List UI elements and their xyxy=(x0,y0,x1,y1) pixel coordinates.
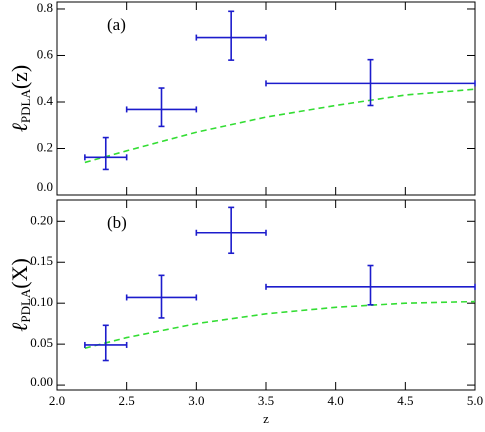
x-tick-label: 5.0 xyxy=(467,393,483,408)
y-label-symbol: ℓ xyxy=(7,322,32,332)
y-tick-label: 0.05 xyxy=(30,335,53,350)
data-point xyxy=(195,10,267,61)
y-tick-label: 0.15 xyxy=(30,253,53,268)
x-tick-label: 4.5 xyxy=(397,393,413,408)
data-point xyxy=(125,87,198,128)
y-axis-label: ℓPDLA(z) xyxy=(7,65,33,133)
x-tick-label: 3.0 xyxy=(188,393,204,408)
y-tick-label: 0.10 xyxy=(30,294,53,309)
model-curve xyxy=(84,300,476,350)
data-point xyxy=(84,324,128,362)
data-point xyxy=(195,206,267,255)
x-axis-label: z xyxy=(263,411,269,426)
y-label-argument: (z) xyxy=(7,65,32,89)
y-label-subscript: PDLA xyxy=(18,288,33,323)
y-label-symbol: ℓ xyxy=(7,122,32,132)
x-tick-label: 3.5 xyxy=(258,393,274,408)
x-tick-label: 2.5 xyxy=(119,393,135,408)
x-tick-label: 2.0 xyxy=(49,393,65,408)
data-point xyxy=(265,264,476,306)
y-tick-label: 0.00 xyxy=(30,374,53,389)
y-axis-label: ℓPDLA(X) xyxy=(7,258,33,332)
panel-annotation: (a) xyxy=(107,15,126,34)
y-label-subscript: PDLA xyxy=(18,89,33,124)
data-point xyxy=(265,58,476,107)
y-tick-label: 0.2 xyxy=(37,139,53,154)
data-point xyxy=(84,136,128,171)
data-point xyxy=(125,274,198,319)
y-tick-label: 0.6 xyxy=(37,46,54,61)
y-tick-label: 0.20 xyxy=(30,212,53,227)
panel-annotation: (b) xyxy=(107,213,127,232)
x-tick-label: 4.0 xyxy=(328,393,344,408)
y-tick-label: 0.8 xyxy=(37,0,53,15)
y-tick-label: 0.0 xyxy=(37,179,53,194)
y-tick-label: 0.4 xyxy=(37,93,54,108)
y-label-argument: (X) xyxy=(7,258,32,289)
model-curve xyxy=(84,88,476,164)
